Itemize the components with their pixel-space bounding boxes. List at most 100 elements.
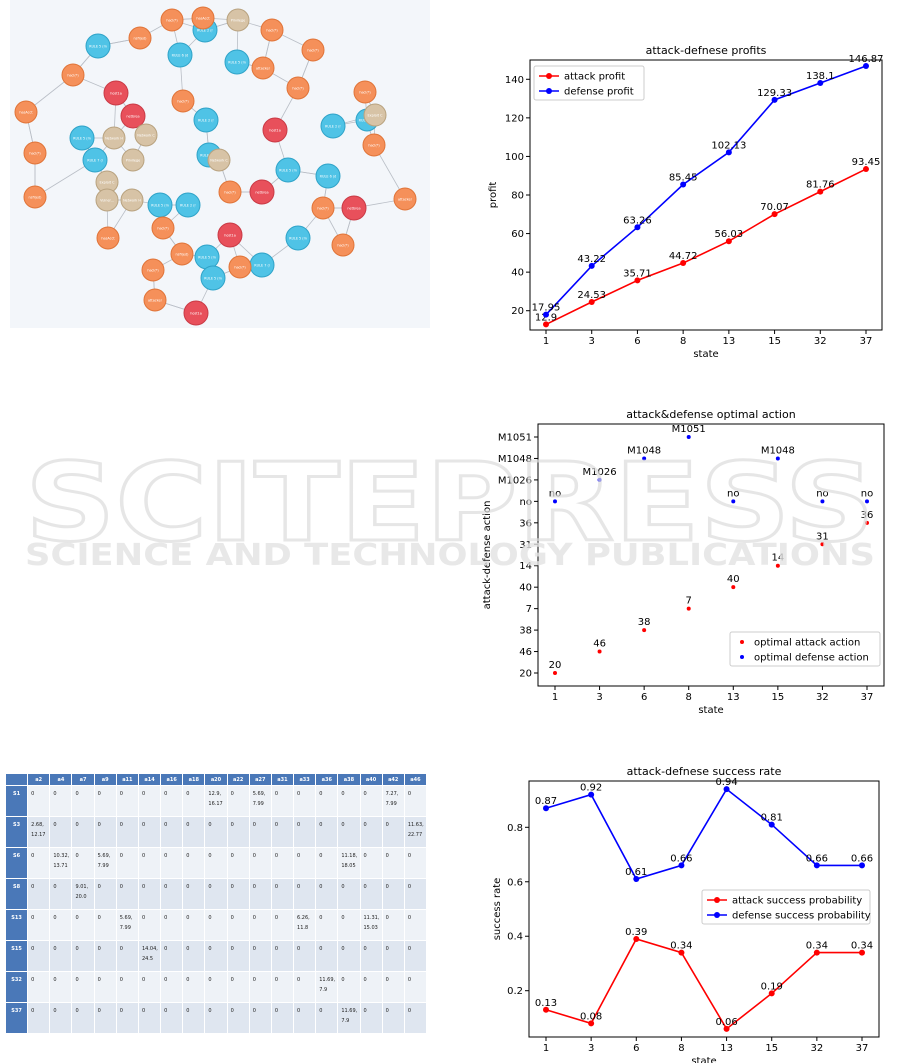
graph-node <box>191 6 215 30</box>
graph-node <box>103 80 129 106</box>
graph-node-label: Network C <box>137 134 155 138</box>
graph-node-label: RULE 5 (m <box>204 277 223 281</box>
table-cell: 0 <box>71 909 95 941</box>
table-cell: 0 <box>248 940 272 972</box>
graph-node-label: Exploit C <box>99 181 115 185</box>
table-cell: 0 <box>403 785 428 817</box>
data-label: 0.61 <box>625 867 647 878</box>
graph-node-label: hacl(*) <box>337 244 349 248</box>
table-cell: 7.27, 7.99 <box>381 785 405 817</box>
data-label: 0.94 <box>715 777 737 788</box>
data-point <box>588 298 595 305</box>
table-cell: 0 <box>204 878 228 910</box>
table-cell: 6.26, 11.8 <box>293 909 317 941</box>
data-point <box>725 238 732 245</box>
graph-node <box>120 103 146 129</box>
table-row: S37 0 0 0 0 0 0 0 0 0 0 0 0 0 0 11.69, 7.9 0 0 0 <box>4 1002 428 1034</box>
y-tick-label: no <box>520 497 532 508</box>
table-cell: 0 <box>337 971 361 1003</box>
table-cell: 5.69, 7.99 <box>248 785 272 817</box>
row-header: S1 <box>4 785 29 817</box>
y-tick-label: M1051 <box>498 433 532 444</box>
graph-node <box>341 195 367 221</box>
table-cell: 0 <box>115 816 139 848</box>
data-label: 0.87 <box>535 796 557 807</box>
graph-node <box>301 38 325 62</box>
graph-node <box>218 180 242 204</box>
y-axis-label: profit <box>488 182 499 209</box>
table-cell: 0 <box>359 1002 383 1034</box>
table-cell: 0 <box>248 816 272 848</box>
y-tick-label: 120 <box>505 113 524 124</box>
x-axis-label: state <box>698 705 723 716</box>
table-cell: 0 <box>27 940 51 972</box>
data-point <box>553 499 557 504</box>
table-cell: 0 <box>226 878 250 910</box>
x-tick-label: 1 <box>543 336 549 347</box>
table-cell: 11.69, 7.9 <box>315 971 339 1003</box>
table-row: S3 2.68, 12.17 0 0 0 0 0 0 0 0 0 0 0 0 0 0 0 0 11.63, 22.7… <box>4 816 428 848</box>
graph-node-label: host1a <box>224 234 236 238</box>
data-point <box>543 311 549 318</box>
table-cell: 0 <box>403 971 428 1003</box>
graph-node <box>160 8 184 32</box>
graph-node <box>249 179 275 205</box>
x-tick-label: 15 <box>768 336 781 347</box>
graph-node-label: RULE 5 (m <box>89 45 108 49</box>
column-header: a18 <box>182 773 206 786</box>
graph-node <box>61 63 85 87</box>
data-point <box>813 949 820 956</box>
table-cell: 0 <box>293 847 317 879</box>
x-tick-label: 37 <box>856 1043 869 1054</box>
data-point <box>553 671 557 675</box>
row-header: S15 <box>4 940 29 972</box>
graph-node <box>262 117 288 143</box>
table-cell: 5.69, 7.99 <box>115 909 139 941</box>
data-label: M1048 <box>761 445 795 456</box>
graph-node <box>170 242 194 266</box>
data-label: 38 <box>638 617 651 628</box>
column-header: a42 <box>381 773 405 786</box>
graph-node <box>23 141 47 165</box>
data-label: 12.9 <box>535 312 557 323</box>
graph-node-label: Vulner... <box>100 199 114 203</box>
graph-node <box>320 113 346 139</box>
graph-node <box>311 196 335 220</box>
table-row: S1 0 0 0 0 0 0 0 0 12.9, 16.17 0 5.69, 7.99 0 0 0 0 0 7.2… <box>4 785 428 817</box>
graph-node-label: hasAcct <box>101 237 115 241</box>
data-label: 14 <box>771 553 784 564</box>
x-tick-label: 13 <box>720 1043 733 1054</box>
table-cell: 0 <box>160 878 184 910</box>
table-cell: 0 <box>403 878 428 910</box>
graph-node <box>183 300 209 326</box>
table-cell: 0 <box>315 847 339 879</box>
table-cell: 11.63, 22.77 <box>403 816 428 848</box>
table-cell: 0 <box>359 847 383 879</box>
graph-node-label: RULE 6 (d <box>172 54 189 58</box>
legend-label: optimal defense action <box>754 653 869 664</box>
x-tick-label: 6 <box>641 692 647 703</box>
graph-node <box>260 18 284 42</box>
series-line <box>545 938 862 1031</box>
graph-node-label: Privilege <box>126 159 141 163</box>
table-cell: 0 <box>359 816 383 848</box>
data-point <box>543 805 549 812</box>
table-cell: 0 <box>248 878 272 910</box>
graph-node <box>151 216 175 240</box>
table-cell: 0 <box>27 847 51 879</box>
table-cell: 0 <box>293 785 317 817</box>
table-cell: 0 <box>204 971 228 1003</box>
graph-node-label: hacl(*) <box>234 266 246 270</box>
column-header: a7 <box>71 773 95 786</box>
data-point <box>588 262 595 269</box>
table-cell: 0 <box>248 909 272 941</box>
table-cell: 0 <box>315 878 339 910</box>
legend-box <box>701 889 871 925</box>
legend-label: defense success probability <box>732 911 871 922</box>
table-cell: 0 <box>71 785 95 817</box>
data-label: 0.19 <box>761 981 783 992</box>
y-tick-label: M1026 <box>498 475 532 486</box>
table-cell: 0 <box>71 847 95 879</box>
graph-node-label: Network H <box>123 199 141 203</box>
table-cell: 0 <box>93 1002 117 1034</box>
